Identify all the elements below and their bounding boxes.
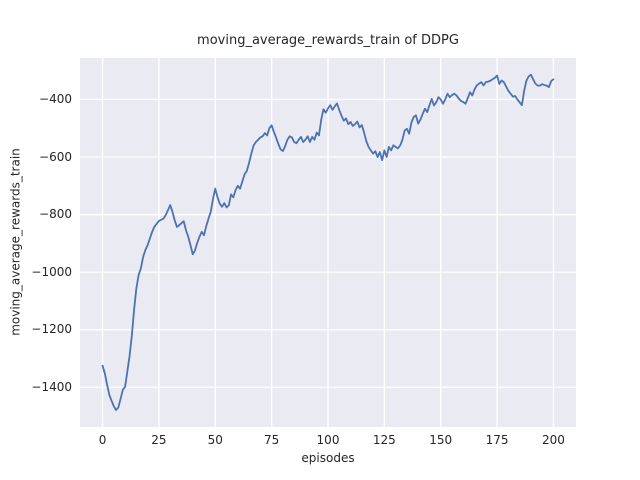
x-tick-label: 50 [207,433,223,447]
x-axis-label: episodes [301,451,355,465]
x-tick-label: 0 [98,433,107,447]
y-tick-label: −800 [39,207,72,222]
y-tick-label: −600 [39,149,72,164]
y-tick-label: −1400 [31,379,72,394]
line-chart-svg [80,58,576,427]
reward-line-series [101,73,555,411]
y-tick-label: −1000 [31,264,72,279]
x-tick-label: 175 [485,433,509,447]
y-tick-label: −1200 [31,322,72,337]
chart-title: moving_average_rewards_train of DDPG [197,33,459,48]
y-axis-label: moving_average_rewards_train [8,148,23,336]
x-tick-label: 150 [429,433,453,447]
plot-area [80,58,576,427]
x-tick-label: 200 [542,433,565,447]
x-tick-label: 25 [151,433,167,447]
x-tick-label: 100 [316,433,340,447]
x-tick-label: 125 [372,433,396,447]
x-tick-label: 75 [263,433,280,447]
y-tick-label: −400 [39,91,72,106]
